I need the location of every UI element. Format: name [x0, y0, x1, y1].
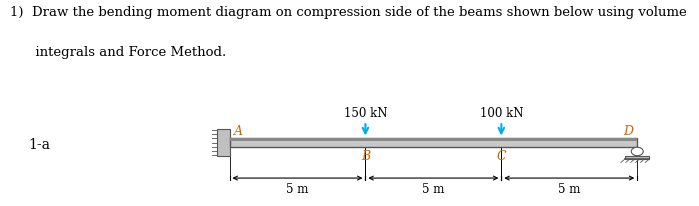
Text: 5 m: 5 m	[558, 182, 580, 195]
Text: A: A	[233, 125, 243, 138]
Text: 5 m: 5 m	[422, 182, 445, 195]
Bar	[229, 139, 637, 141]
Text: 1)  Draw the bending moment diagram on compression side of the beams shown below: 1) Draw the bending moment diagram on co…	[10, 6, 687, 19]
Text: C: C	[496, 149, 506, 162]
Bar	[217, 130, 229, 156]
Text: B: B	[361, 149, 370, 162]
Text: 5 m: 5 m	[287, 182, 309, 195]
Text: 1-a: 1-a	[28, 137, 50, 151]
Text: D: D	[624, 125, 633, 138]
Bar	[229, 139, 637, 147]
Text: integrals and Force Method.: integrals and Force Method.	[10, 45, 226, 58]
Text: 100 kN: 100 kN	[480, 107, 523, 120]
Text: 150 kN: 150 kN	[344, 107, 387, 120]
Circle shape	[631, 147, 643, 156]
Bar	[625, 156, 649, 159]
